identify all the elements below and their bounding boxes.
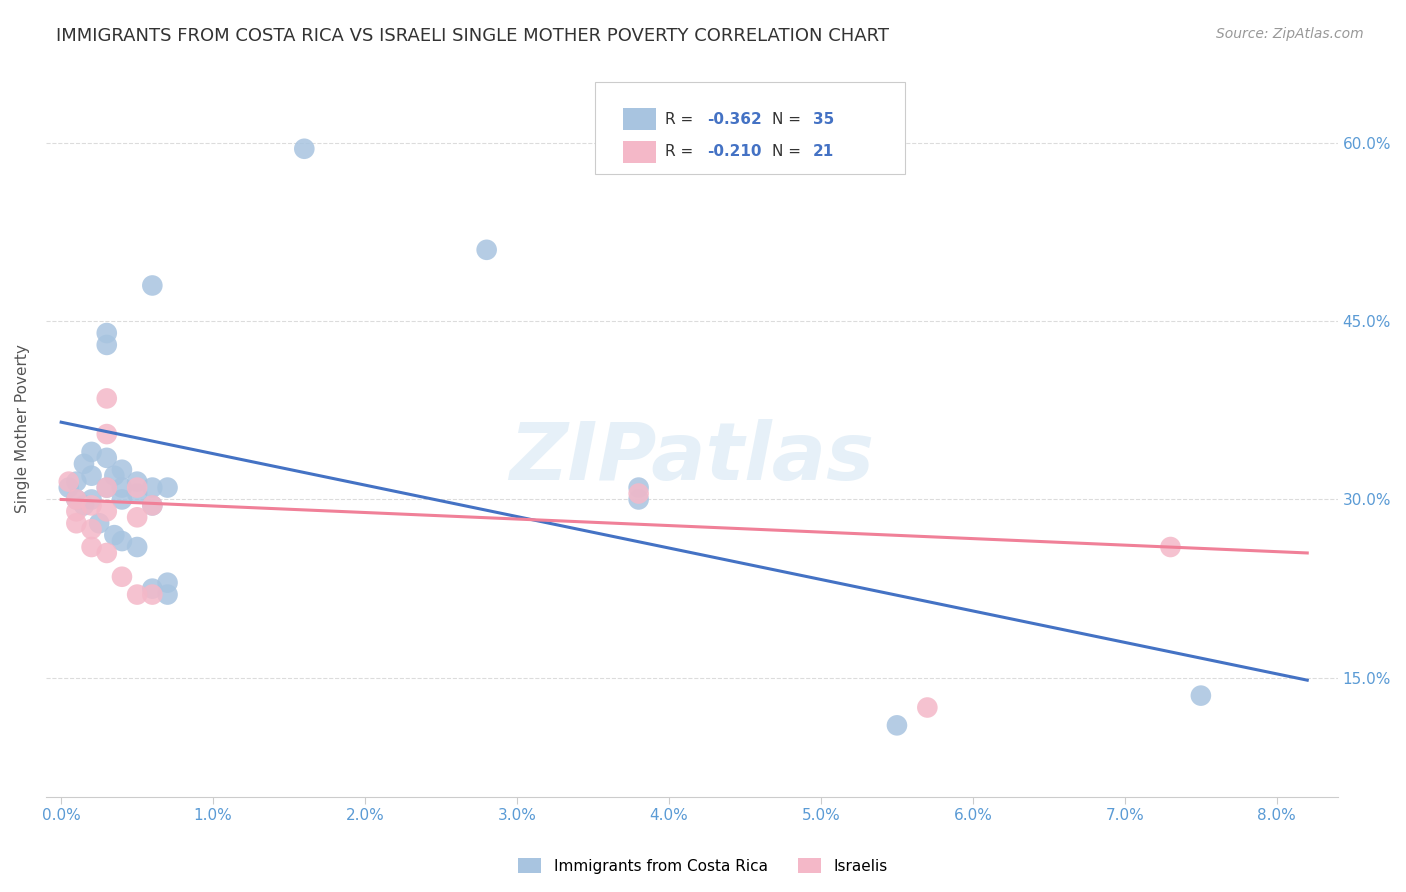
Text: N =: N = bbox=[772, 112, 806, 127]
Point bbox=[141, 278, 163, 293]
Point bbox=[111, 492, 134, 507]
Point bbox=[1159, 540, 1181, 554]
Point bbox=[96, 326, 118, 340]
Point bbox=[111, 481, 134, 495]
Point bbox=[80, 499, 103, 513]
Point bbox=[96, 450, 118, 465]
Point bbox=[141, 588, 163, 602]
Text: -0.210: -0.210 bbox=[707, 145, 762, 160]
Text: 21: 21 bbox=[813, 145, 835, 160]
Point bbox=[111, 463, 134, 477]
Text: N =: N = bbox=[772, 145, 806, 160]
Point bbox=[80, 468, 103, 483]
Point bbox=[65, 492, 87, 507]
Point bbox=[96, 338, 118, 352]
Point bbox=[80, 540, 103, 554]
Point bbox=[627, 481, 650, 495]
Point bbox=[127, 510, 149, 524]
Point bbox=[141, 499, 163, 513]
Point bbox=[80, 445, 103, 459]
Point bbox=[156, 575, 179, 590]
Point bbox=[141, 582, 163, 596]
Point bbox=[627, 492, 650, 507]
Point bbox=[89, 516, 111, 531]
Point bbox=[127, 540, 149, 554]
Text: IMMIGRANTS FROM COSTA RICA VS ISRAELI SINGLE MOTHER POVERTY CORRELATION CHART: IMMIGRANTS FROM COSTA RICA VS ISRAELI SI… bbox=[56, 27, 889, 45]
Point bbox=[156, 588, 179, 602]
Point bbox=[96, 504, 118, 518]
Point bbox=[127, 486, 149, 500]
Point bbox=[1189, 689, 1212, 703]
Text: -0.362: -0.362 bbox=[707, 112, 762, 127]
Text: R =: R = bbox=[665, 145, 697, 160]
Point bbox=[103, 528, 125, 542]
Point bbox=[73, 457, 96, 471]
Point bbox=[156, 481, 179, 495]
Point bbox=[917, 700, 939, 714]
Point bbox=[627, 486, 650, 500]
Point bbox=[96, 546, 118, 560]
Point bbox=[65, 516, 87, 531]
Point bbox=[127, 588, 149, 602]
Text: Source: ZipAtlas.com: Source: ZipAtlas.com bbox=[1216, 27, 1364, 41]
Point bbox=[111, 534, 134, 549]
Point bbox=[58, 481, 80, 495]
Point bbox=[141, 499, 163, 513]
Point bbox=[127, 481, 149, 495]
Point bbox=[65, 492, 87, 507]
Point bbox=[475, 243, 498, 257]
Point bbox=[141, 481, 163, 495]
Point bbox=[103, 468, 125, 483]
FancyBboxPatch shape bbox=[623, 108, 655, 130]
Y-axis label: Single Mother Poverty: Single Mother Poverty bbox=[15, 343, 30, 513]
Point bbox=[65, 504, 87, 518]
Point bbox=[111, 570, 134, 584]
Text: ZIPatlas: ZIPatlas bbox=[509, 418, 875, 497]
Point bbox=[96, 427, 118, 442]
Point bbox=[96, 481, 118, 495]
Point bbox=[65, 475, 87, 489]
Legend: Immigrants from Costa Rica, Israelis: Immigrants from Costa Rica, Israelis bbox=[512, 852, 894, 880]
FancyBboxPatch shape bbox=[595, 82, 905, 174]
Point bbox=[292, 142, 315, 156]
Point bbox=[73, 499, 96, 513]
Text: 35: 35 bbox=[813, 112, 835, 127]
Point bbox=[127, 475, 149, 489]
Point bbox=[96, 392, 118, 406]
Point bbox=[886, 718, 908, 732]
FancyBboxPatch shape bbox=[623, 141, 655, 163]
Point bbox=[58, 475, 80, 489]
Point bbox=[80, 492, 103, 507]
Point bbox=[96, 481, 118, 495]
Point bbox=[80, 522, 103, 536]
Text: R =: R = bbox=[665, 112, 697, 127]
